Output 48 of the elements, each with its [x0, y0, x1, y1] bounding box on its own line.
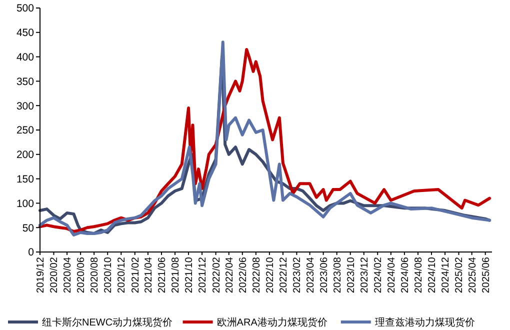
x-tick-label: 2020/10: [103, 256, 114, 294]
x-tick-label: 2022/06: [238, 256, 249, 294]
y-tick-label: 0: [28, 246, 34, 259]
x-tick-label: 2023/08: [332, 256, 344, 294]
x-tick-label: 2022/04: [224, 256, 236, 294]
x-tick-label: 2024/10: [426, 256, 438, 294]
x-tick-label: 2022/12: [278, 256, 290, 294]
y-tick-label: 400: [16, 51, 34, 64]
x-tick-label: 2020/02: [49, 256, 60, 294]
x-tick-label: 2025/02: [454, 256, 466, 294]
x-tick-label: 2019/12: [36, 256, 46, 294]
y-tick-label: 500: [16, 2, 34, 15]
y-tick-label: 200: [16, 149, 34, 162]
x-tick-label: 2020/08: [90, 256, 101, 294]
x-tick-label: 2021/06: [156, 256, 168, 294]
legend-label: 纽卡斯尔NEWC动力煤现货价: [42, 316, 173, 328]
y-tick-label: 50: [22, 222, 34, 234]
x-tick-label: 2021/10: [184, 256, 196, 294]
y-tick-label: 150: [16, 173, 34, 186]
x-tick-label: 2025/04: [467, 256, 478, 294]
x-tick-label: 2021/12: [198, 256, 209, 294]
x-tick-label: 2022/08: [251, 256, 262, 294]
x-tick-label: 2022/10: [264, 256, 276, 294]
x-tick-label: 2023/02: [292, 256, 304, 294]
x-tick-label: 2023/04: [305, 256, 316, 294]
x-tick-label: 2023/10: [346, 256, 357, 294]
x-tick-label: 2024/02: [373, 256, 384, 294]
x-tick-label: 2022/02: [211, 256, 222, 294]
x-tick-label: 2023/12: [359, 256, 370, 294]
x-tick-label: 2021/04: [143, 256, 154, 294]
x-tick-label: 2021/08: [170, 256, 182, 294]
x-tick-label: 2020/06: [76, 256, 88, 294]
x-tick-label: 2024/12: [440, 256, 452, 294]
y-tick-label: 100: [16, 198, 34, 210]
x-tick-label: 2020/12: [116, 256, 128, 294]
x-tick-label: 2024/06: [400, 256, 411, 294]
y-tick-label: 300: [16, 100, 34, 112]
x-tick-label: 2021/02: [130, 256, 142, 294]
y-tick-label: 350: [16, 76, 34, 88]
legend-label: 欧洲ARA港动力煤现货价: [216, 316, 328, 328]
x-tick-label: 2025/06: [480, 256, 492, 294]
y-tick-label: 250: [16, 124, 34, 137]
x-tick-label: 2024/04: [386, 256, 398, 294]
legend-label: 理查兹港动力煤现货价: [374, 316, 475, 328]
x-tick-label: 2024/08: [413, 256, 424, 294]
y-tick-label: 450: [16, 27, 34, 40]
x-tick-label: 2023/06: [318, 256, 330, 294]
x-tick-label: 2020/04: [62, 256, 74, 294]
